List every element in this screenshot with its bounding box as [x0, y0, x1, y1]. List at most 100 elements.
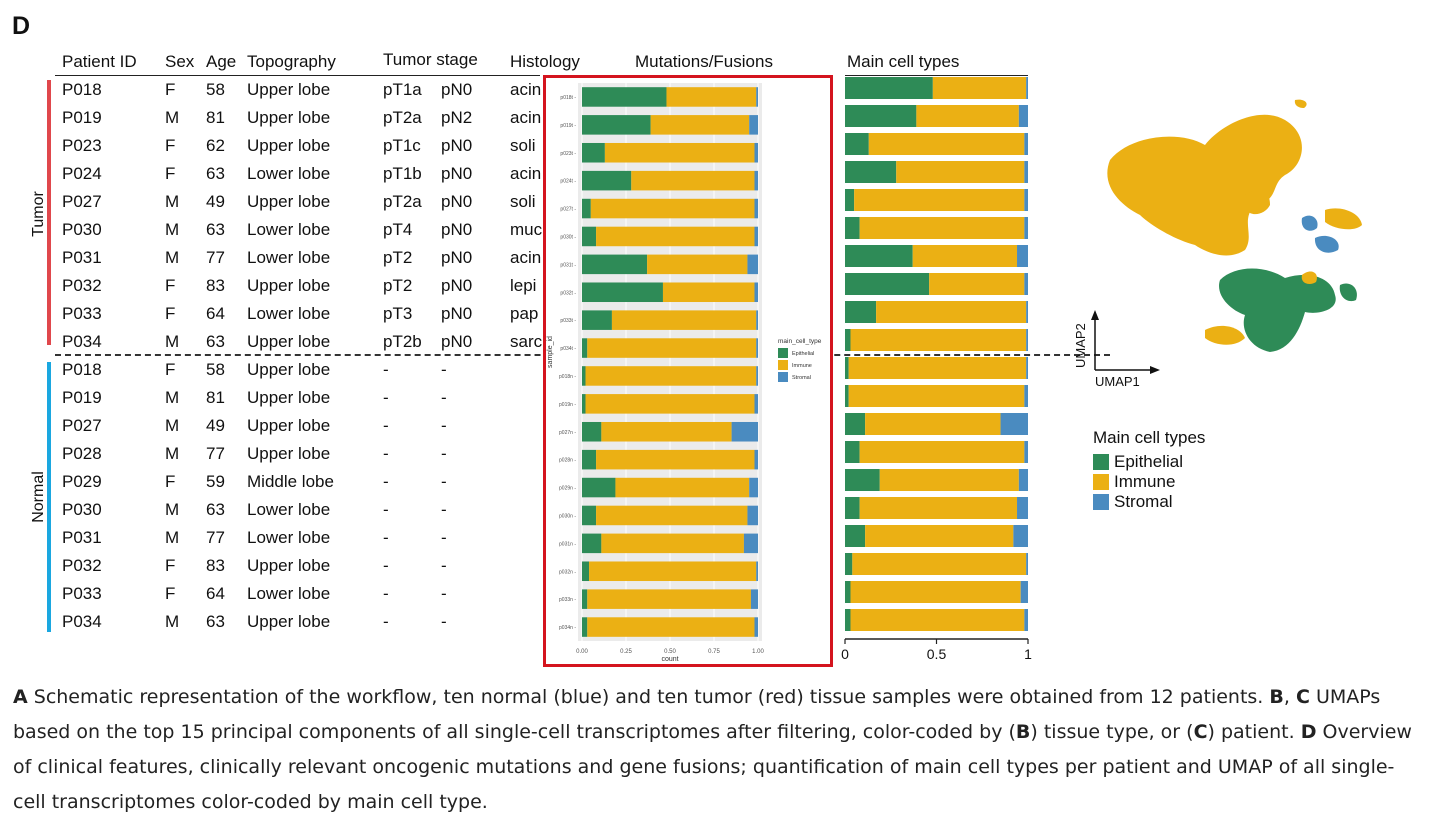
- y-tick-label: p031n -: [559, 541, 576, 547]
- y-tick-label: p019t -: [560, 123, 576, 129]
- table-cell-age: 63: [206, 220, 225, 239]
- legend-item-epithelial: Epithelial: [1093, 452, 1205, 472]
- caption-a-text: Schematic representation of the workflow…: [27, 686, 1270, 708]
- y-tick-label: p034n -: [559, 625, 576, 631]
- table-cell-id: P027: [62, 192, 102, 211]
- umap-immune-cluster: [1301, 271, 1317, 284]
- inset-legend-swatch: [778, 372, 788, 382]
- table-cell-t: pT2: [383, 276, 413, 295]
- bar-segment-epithelial: [582, 142, 605, 163]
- table-cell-age: 81: [206, 388, 225, 407]
- main-bar-segment-epithelial: [845, 581, 851, 603]
- y-tick-label: p018n -: [559, 374, 576, 380]
- table-cell-hist: pap: [510, 304, 539, 323]
- table-cell-id: P033: [62, 584, 102, 603]
- main-bar-segment-stromal: [1000, 413, 1028, 435]
- umap1-arrowhead: [1150, 366, 1160, 374]
- table-cell-topo: Lower lobe: [247, 500, 331, 519]
- bar-segment-immune: [615, 477, 750, 498]
- header-patient-id: Patient ID: [62, 52, 137, 71]
- table-cell-hist: soli: [510, 136, 536, 155]
- table-cell-hist: acin: [510, 80, 542, 99]
- umap-stromal-cluster: [1314, 235, 1339, 253]
- table-cell-sex: M: [165, 108, 180, 127]
- table-cell-hist: sarc: [510, 332, 543, 351]
- header-topography: Topography: [247, 52, 336, 71]
- main-bar-segment-immune: [876, 301, 1027, 323]
- bar-segment-stromal: [754, 170, 758, 191]
- table-cell-hist: soli: [510, 192, 536, 211]
- tumor-group-bar: [47, 80, 51, 345]
- legend-label-epithelial: Epithelial: [1114, 452, 1183, 471]
- bar-segment-epithelial: [582, 421, 602, 442]
- table-cell-n: -: [441, 388, 447, 407]
- bar-segment-stromal: [754, 198, 758, 219]
- table-cell-age: 64: [206, 304, 225, 323]
- bar-segment-immune: [601, 421, 732, 442]
- bar-segment-epithelial: [582, 254, 648, 275]
- table-cell-id: P034: [62, 612, 102, 631]
- main-bar-segment-epithelial: [845, 497, 860, 519]
- table-cell-topo: Upper lobe: [247, 360, 331, 379]
- caption-b-mid: ) tissue type, or (: [1030, 721, 1194, 743]
- y-tick-label: p024t -: [560, 179, 576, 185]
- umap-immune-cluster: [1107, 114, 1302, 256]
- table-cell-sex: F: [165, 472, 176, 491]
- tumor-group-label: Tumor: [30, 191, 47, 237]
- table-cell-n: pN2: [441, 108, 473, 127]
- bar-segment-immune: [596, 226, 755, 247]
- y-tick-label: p027t -: [560, 207, 576, 213]
- cell-type-proportion-chart: p018t - p019t - p023t - p024t - p027t - p030t…: [547, 83, 822, 663]
- main-bar-segment-epithelial: [845, 245, 913, 267]
- x-tick-label: 1.00: [752, 649, 764, 655]
- table-cell-sex: M: [165, 220, 180, 239]
- table-cell-sex: M: [165, 444, 180, 463]
- caption-c-letter-2: C: [1193, 721, 1208, 743]
- table-cell-id: P032: [62, 556, 102, 575]
- umap-immune-cluster: [1325, 208, 1362, 230]
- table-cell-t: -: [383, 472, 389, 491]
- main-bar-segment-stromal: [1026, 329, 1028, 351]
- header-rule: [55, 75, 540, 76]
- table-cell-id: P027: [62, 416, 102, 435]
- table-cell-n: pN0: [441, 248, 473, 267]
- inset-legend-title: main_cell_type: [778, 338, 822, 345]
- x-tick-label: 0.5: [927, 646, 947, 662]
- umap-immune-cluster: [1245, 189, 1270, 215]
- figure-caption: A Schematic representation of the workfl…: [13, 680, 1413, 820]
- bar-segment-immune: [647, 254, 748, 275]
- table-cell-topo: Lower lobe: [247, 528, 331, 547]
- table-cell-age: 62: [206, 136, 225, 155]
- table-cell-topo: Upper lobe: [247, 276, 331, 295]
- table-cell-topo: Lower lobe: [247, 584, 331, 603]
- main-bar-segment-immune: [865, 525, 1014, 547]
- table-cell-sex: M: [165, 416, 180, 435]
- main-bar-segment-epithelial: [845, 525, 866, 547]
- main-bar-segment-immune: [859, 441, 1025, 463]
- header-age: Age: [206, 52, 237, 71]
- main-bar-segment-immune: [912, 245, 1018, 267]
- main-bar-segment-stromal: [1024, 161, 1028, 183]
- inset-legend-label: Epithelial: [792, 351, 814, 357]
- bar-segment-immune: [631, 170, 755, 191]
- umap-plot: UMAP1 UMAP2: [1073, 99, 1362, 389]
- table-cell-sex: F: [165, 80, 176, 99]
- y-axis-label: sample_id: [547, 336, 554, 368]
- inset-legend-swatch: [778, 360, 788, 370]
- table-cell-n: -: [441, 472, 447, 491]
- table-cell-t: pT2: [383, 248, 413, 267]
- main-bar-segment-epithelial: [845, 441, 860, 463]
- bar-segment-stromal: [750, 589, 758, 609]
- main-bar-segment-stromal: [1026, 301, 1028, 323]
- bar-segment-stromal: [754, 226, 758, 247]
- legend-swatch-immune: [1093, 474, 1109, 490]
- main-bar-segment-stromal: [1020, 581, 1028, 603]
- main-bar-segment-immune: [848, 385, 1025, 407]
- main-bar-segment-stromal: [1024, 609, 1028, 631]
- y-tick-label: p023t -: [560, 151, 576, 157]
- table-cell-age: 49: [206, 416, 225, 435]
- table-cell-n: pN0: [441, 304, 473, 323]
- caption-a-letter: A: [13, 686, 28, 708]
- main-bar-segment-immune: [932, 77, 1027, 99]
- bar-segment-immune: [587, 617, 755, 637]
